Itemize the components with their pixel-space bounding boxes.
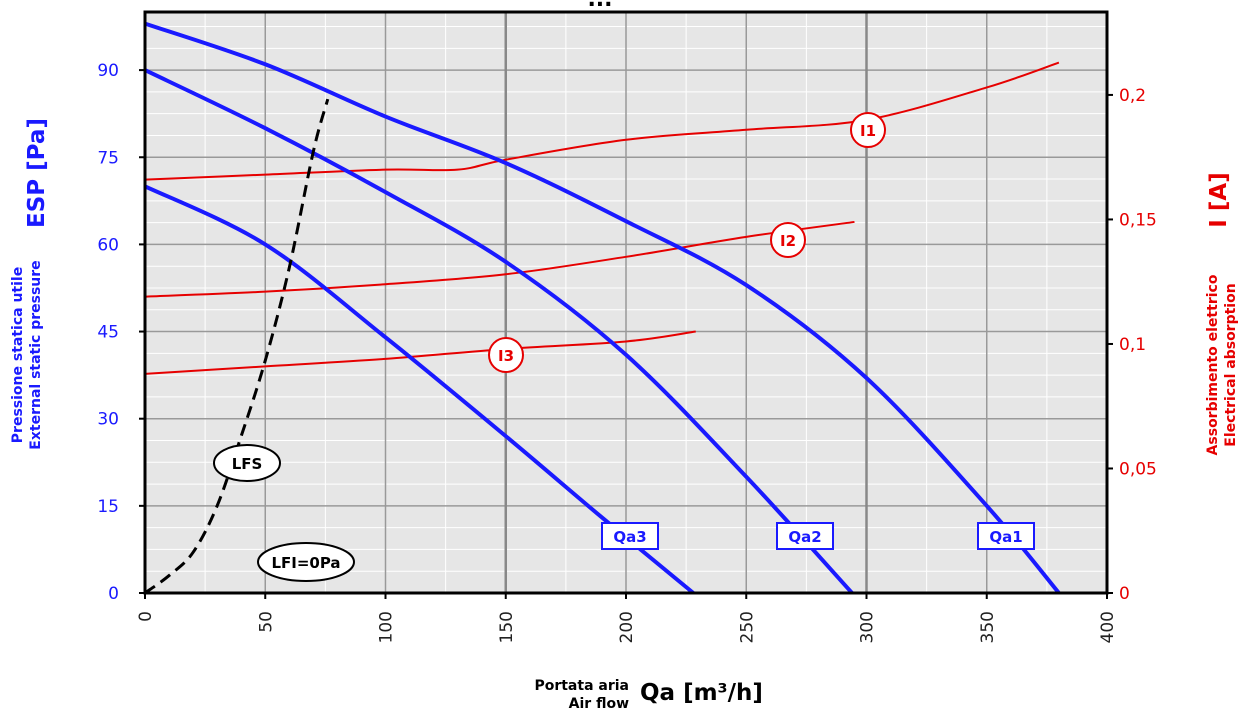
label-layer: Qa1 Qa2 Qa3 I1 I2 I3 LFS LFI=0Pa [213,112,1035,582]
lfs-label: LFS [232,455,263,473]
y-left-tick-label: 60 [97,235,119,255]
y-axis-left-label-en: External static pressure [28,260,44,449]
y-right-tick-label: 0 [1119,584,1130,604]
pressure-line-qa1 [144,21,1061,595]
series-label-circle-i3 [488,337,524,373]
y-left-tick-label: 45 [97,323,119,343]
y-axis-right-ticks: 0 0,05 0,1 0,15 0,2 [1107,86,1157,604]
series-label-i3: I3 [498,347,514,365]
series-label-box-qa1 [977,522,1035,550]
x-axis-label-en: Air flow [569,696,629,712]
series-label-qa2: Qa2 [788,528,821,546]
series-label-i2: I2 [780,232,796,250]
series-label-i1: I1 [860,122,876,140]
series-label-qa1: Qa1 [989,528,1022,546]
lfi-label-ellipse [257,542,355,582]
series-layer [144,21,1061,595]
x-tick-label: 300 [858,611,878,643]
lfs-curve [144,98,330,595]
y-right-tick-label: 0,1 [1119,335,1146,355]
pressure-line-qa2 [144,68,854,595]
x-tick-label: 200 [617,611,637,643]
y-left-tick-label: 30 [97,410,119,430]
x-tick-label: 50 [256,611,276,633]
series-label-circle-i1 [850,112,886,148]
series-label-box-qa2 [776,522,834,550]
chart-title-fragment: ... [587,0,612,12]
x-tick-label: 150 [497,611,517,643]
y-axis-right-label-it: Assorbimento elettrico [1205,274,1221,455]
series-label-qa3: Qa3 [613,528,646,546]
x-tick-label: 250 [737,611,757,643]
y-axis-left-title: ESP [Pa] [24,118,50,228]
pressure-line-qa3 [144,184,695,595]
current-line-i1 [144,61,1060,181]
x-axis-ticks: 0 50 100 150 200 250 300 350 400 [136,593,1118,643]
y-right-tick-label: 0,2 [1119,86,1146,106]
x-tick-label: 400 [1098,611,1118,643]
y-axis-right-title: I [A] [1206,172,1232,227]
current-line-i3 [144,330,696,375]
y-right-tick-label: 0,05 [1119,459,1157,479]
y-axis-right-label-en: Electrical absorption [1223,283,1239,446]
y-axis-left-label-it: Pressione statica utile [10,267,26,443]
y-right-tick-label: 0,15 [1119,210,1157,230]
current-line-i2 [144,220,855,298]
series-label-circle-i2 [770,222,806,258]
y-left-tick-label: 15 [97,497,119,517]
x-tick-label: 350 [978,611,998,643]
lfs-label-ellipse [213,444,281,482]
y-left-tick-label: 75 [97,148,119,168]
y-axis-left-ticks: 0 15 30 45 60 75 90 [97,61,145,604]
x-axis-title: Qa [m³/h] [640,680,763,706]
y-left-tick-label: 0 [108,584,119,604]
lfi-label: LFI=0Pa [271,554,340,572]
y-left-tick-label: 90 [97,61,119,81]
x-axis-label-it: Portata aria [534,678,629,694]
x-tick-label: 100 [377,611,397,643]
series-label-box-qa3 [601,522,659,550]
x-tick-label: 0 [136,611,156,622]
